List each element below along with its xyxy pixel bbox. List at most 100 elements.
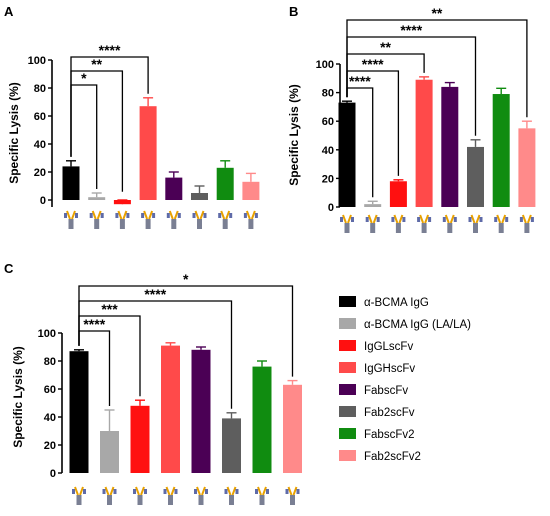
- legend-swatch-1: [339, 318, 356, 329]
- y-tick-label: 60: [322, 116, 334, 128]
- antibody-format-icon-0: [64, 210, 78, 229]
- y-tick-label: 0: [50, 468, 56, 480]
- antibody-format-icon-5: [192, 210, 207, 229]
- significance-label: **: [380, 39, 391, 55]
- y-tick-label: 100: [28, 55, 46, 67]
- antibody-format-icon-2: [133, 486, 147, 505]
- significance-label: ****: [144, 286, 166, 302]
- bar-5: [467, 146, 484, 207]
- legend-swatch-7: [339, 450, 356, 461]
- significance-bracket: [70, 56, 149, 157]
- y-tick-label: 60: [34, 111, 46, 123]
- y-axis-label: Specific Lysis (%): [287, 84, 301, 186]
- antibody-format-icon-4: [442, 214, 457, 233]
- y-tick-label: 100: [316, 59, 334, 71]
- panel-letter: A: [4, 4, 14, 19]
- antibody-format-icon-3: [163, 486, 178, 505]
- bar-4: [191, 349, 211, 473]
- significance-label: ****: [400, 22, 422, 38]
- legend-label-2: IgGLscFv: [364, 341, 413, 353]
- antibody-format-icon-7: [519, 214, 534, 233]
- significance-bracket: [346, 19, 528, 118]
- bar-6: [492, 94, 510, 207]
- bar-7: [518, 128, 536, 207]
- legend: α-BCMA IgG α-BCMA IgG (LA/LA) IgGLscFv IgGH…: [339, 296, 471, 463]
- y-axis-label: Specific Lysis (%): [11, 346, 25, 448]
- y-tick-label: 60: [44, 384, 56, 396]
- y-tick-label: 80: [34, 83, 46, 95]
- bar-3: [161, 345, 180, 473]
- legend-swatch-0: [339, 296, 356, 307]
- bar-3: [139, 106, 157, 200]
- significance-bracket: [78, 285, 294, 377]
- antibody-format-icon-6: [494, 214, 509, 233]
- significance-label: *: [183, 271, 189, 287]
- bar-5: [191, 193, 208, 200]
- y-tick-label: 40: [44, 412, 56, 424]
- bar-5: [222, 418, 241, 473]
- legend-swatch-2: [339, 340, 356, 351]
- significance-label: **: [431, 5, 442, 21]
- antibody-format-icon-1: [365, 214, 380, 233]
- antibody-format-icon-5: [468, 214, 483, 233]
- bar-4: [441, 86, 459, 207]
- antibody-format-icon-0: [340, 214, 354, 233]
- antibody-format-icon-3: [417, 214, 432, 233]
- significance-label: ****: [362, 56, 384, 72]
- legend-swatch-3: [339, 362, 356, 373]
- antibody-format-icon-6: [218, 210, 233, 229]
- bar-6: [252, 366, 272, 473]
- significance-label: **: [91, 56, 102, 72]
- bar-2: [130, 405, 150, 473]
- legend-label-6: FabscFv2: [364, 429, 415, 441]
- legend-label-0: α-BCMA IgG: [364, 297, 429, 309]
- y-axis-label: Specific Lysis (%): [7, 82, 21, 184]
- antibody-format-icon-2: [391, 214, 406, 233]
- significance-label: ****: [83, 316, 105, 332]
- legend-swatch-5: [339, 406, 356, 417]
- bar-0: [62, 166, 80, 200]
- significance-label: ***: [101, 301, 118, 317]
- legend-label-3: IgGHscFv: [364, 363, 415, 375]
- y-tick-label: 80: [44, 356, 56, 368]
- antibody-format-icon-4: [166, 210, 181, 229]
- bar-2: [389, 181, 407, 207]
- bar-3: [415, 79, 433, 207]
- antibody-format-icon-4: [194, 486, 208, 505]
- panel-letter: B: [289, 4, 298, 19]
- antibody-format-icon-1: [89, 210, 104, 229]
- bar-6: [216, 167, 234, 200]
- y-tick-label: 20: [34, 167, 46, 179]
- bar-1: [88, 197, 106, 200]
- y-tick-label: 0: [328, 202, 334, 214]
- y-tick-label: 40: [322, 145, 334, 157]
- y-tick-label: 80: [322, 88, 334, 100]
- legend-label-1: α-BCMA IgG (LA/LA): [364, 319, 471, 331]
- bar-7: [242, 181, 260, 200]
- y-tick-label: 20: [44, 440, 56, 452]
- y-tick-label: 100: [38, 328, 56, 340]
- legend-label-4: FabscFv: [364, 385, 408, 397]
- bar-4: [165, 177, 183, 200]
- antibody-format-icon-2: [115, 210, 130, 229]
- significance-label: ****: [99, 42, 121, 58]
- significance-label: *: [81, 70, 87, 86]
- bar-7: [283, 384, 302, 473]
- y-tick-label: 0: [40, 195, 46, 207]
- antibody-format-icon-0: [72, 486, 86, 505]
- y-tick-label: 20: [322, 173, 334, 185]
- bar-0: [69, 351, 89, 473]
- antibody-format-icon-6: [255, 486, 269, 505]
- antibody-format-icon-7: [285, 486, 300, 505]
- bar-1: [100, 431, 119, 473]
- bar-1: [364, 204, 382, 207]
- legend-swatch-4: [339, 384, 356, 395]
- legend-label-5: Fab2scFv: [364, 407, 415, 419]
- legend-label-7: Fab2scFv2: [364, 451, 421, 463]
- antibody-format-icon-3: [141, 210, 156, 229]
- y-tick-label: 40: [34, 139, 46, 151]
- antibody-format-icon-7: [243, 210, 258, 229]
